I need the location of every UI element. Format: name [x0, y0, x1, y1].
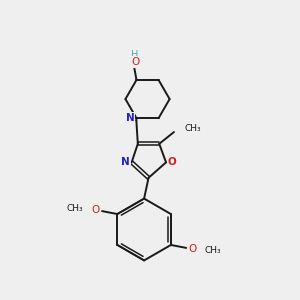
Text: CH₃: CH₃ [205, 246, 221, 255]
Text: O: O [131, 57, 139, 67]
Text: H: H [131, 50, 139, 61]
Text: CH₃: CH₃ [184, 124, 201, 133]
Text: O: O [188, 244, 197, 254]
Text: N: N [122, 158, 130, 167]
Text: N: N [126, 113, 134, 123]
Text: O: O [168, 158, 176, 167]
Text: CH₃: CH₃ [66, 204, 83, 213]
Text: O: O [92, 205, 100, 214]
